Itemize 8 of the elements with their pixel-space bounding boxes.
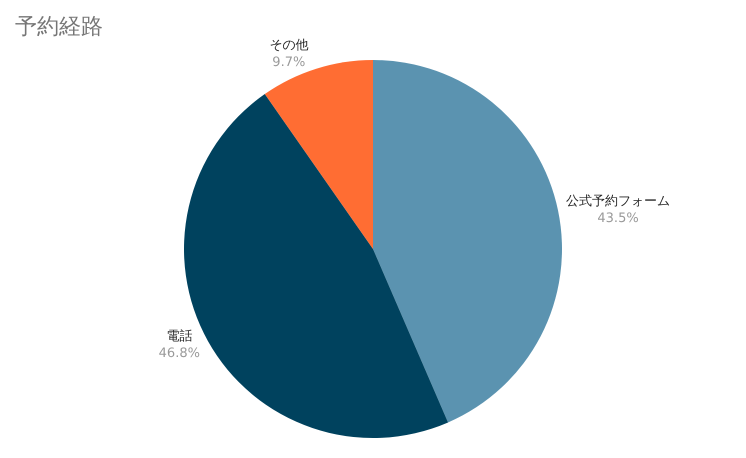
slice-label: 公式予約フォーム <box>566 194 670 210</box>
slice-label: その他 <box>269 38 308 54</box>
pie-slice <box>373 60 562 422</box>
data-label: 9.7% <box>272 55 306 70</box>
chart-title: 予約経路 <box>14 14 103 40</box>
data-label: 46.8% <box>158 346 200 361</box>
data-label: 43.5% <box>597 210 639 226</box>
slice-label: 電話 <box>166 328 192 344</box>
